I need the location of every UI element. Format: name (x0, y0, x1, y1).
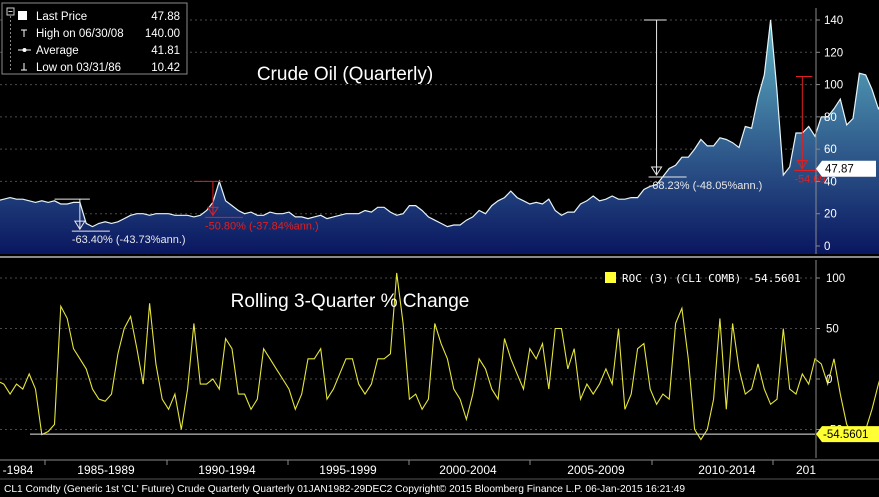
x-axis-label: 1985-1989 (77, 463, 135, 477)
last-price-badge (816, 160, 876, 177)
drawdown-arrow (207, 206, 219, 217)
roc-chart-title: Rolling 3-Quarter % Change (231, 291, 470, 312)
drawdown-4: -54.69 (794, 76, 833, 186)
legend-value-high: 140.00 (145, 28, 180, 40)
roc-y-axis: -50050100-54.5601 (30, 260, 879, 458)
average-line-icon (18, 48, 31, 52)
x-axis-label: 1990-1994 (198, 463, 256, 477)
roc-legend-label: ROC (3) (CL1 COMB) -54.5601 (622, 272, 801, 285)
roc-last-value-marker: -54.5601 (816, 426, 879, 443)
drawdown-1: -63.40% (-43.73%ann.) (54, 198, 186, 246)
drawdown-arrow (796, 160, 809, 170)
drawdown-arrow (650, 166, 663, 176)
legend-label-low: Low on 03/31/86 (36, 62, 121, 74)
legend-label-high: High on 06/30/08 (36, 28, 124, 40)
legend-value-low: 10.42 (151, 62, 180, 74)
x-axis-label: 201 (796, 463, 816, 477)
x-axis: -1984 1985-1989 1990-1994 1995-1999 2000-200… (3, 460, 816, 477)
drawdown-label: -50.80% (-37.84%ann.) (205, 220, 319, 232)
roc-last-value-badge (816, 426, 879, 443)
roc-panel-gridlines (0, 277, 815, 430)
drawdown-label: -54.69 (794, 174, 825, 186)
x-axis-label: 1995-1999 (319, 463, 377, 477)
price-tick-label: 40 (824, 176, 837, 188)
legend-value-average: 41.81 (151, 45, 180, 57)
legend-label-last-price: Last Price (36, 11, 87, 23)
price-chart-title: Crude Oil (Quarterly) (257, 64, 433, 85)
drawdown-2: -50.80% (-37.84%ann.) (193, 180, 319, 232)
price-tick-label: 100 (824, 80, 843, 92)
price-area (0, 20, 879, 254)
last-price-value: 47.87 (825, 164, 854, 176)
roc-last-value: -54.5601 (823, 429, 868, 441)
footer-text: CL1 Comdty (Generic 1st 'CL' Future) Cru… (4, 484, 685, 495)
x-axis-label: 2005-2009 (567, 463, 625, 477)
roc-legend[interactable]: ROC (3) (CL1 COMB) -54.5601 (605, 272, 801, 285)
legend-collapse-icon[interactable] (6, 7, 15, 16)
roc-tick-label: 0 (826, 374, 832, 386)
price-tick-label: 120 (824, 47, 843, 59)
low-marker-icon (21, 63, 27, 71)
price-tick-label: 140 (824, 15, 843, 27)
x-axis-label: 2000-2004 (439, 463, 497, 477)
drawdown-label: -68.23% (-48.05%ann.) (649, 180, 763, 192)
price-line (0, 19, 879, 228)
drawdown-3: -68.23% (-48.05%ann.) (643, 19, 763, 192)
drawdown-arrow (73, 220, 86, 231)
high-marker-icon (21, 29, 27, 37)
price-tick-label: 20 (824, 209, 837, 221)
legend-box (1, 2, 188, 75)
roc-legend-swatch (605, 272, 616, 283)
last-price-marker: 47.87 (816, 160, 876, 177)
roc-line (0, 272, 879, 441)
legend-label-average: Average (36, 45, 79, 57)
price-tick-label: 80 (824, 112, 837, 124)
price-y-axis: 0 20 40 60 80 100 120 140 47.87 (815, 8, 876, 254)
drawdown-annotations: -63.40% (-43.73%ann.) -50.80% (-37.84%ann… (54, 19, 833, 246)
legend-value-last-price: 47.88 (151, 11, 180, 23)
roc-tick-label: 50 (826, 324, 839, 336)
price-tick-label: 0 (824, 241, 830, 253)
price-legend[interactable]: Last Price 47.88 High on 06/30/08 140.00… (1, 2, 188, 75)
price-tick-label: 60 (824, 144, 837, 156)
x-axis-label: -1984 (3, 463, 34, 477)
drawdown-label: -63.40% (-43.73%ann.) (72, 234, 186, 246)
square-icon (18, 11, 27, 20)
roc-tick-label: 100 (826, 273, 845, 285)
x-axis-label: 2010-2014 (698, 463, 756, 477)
